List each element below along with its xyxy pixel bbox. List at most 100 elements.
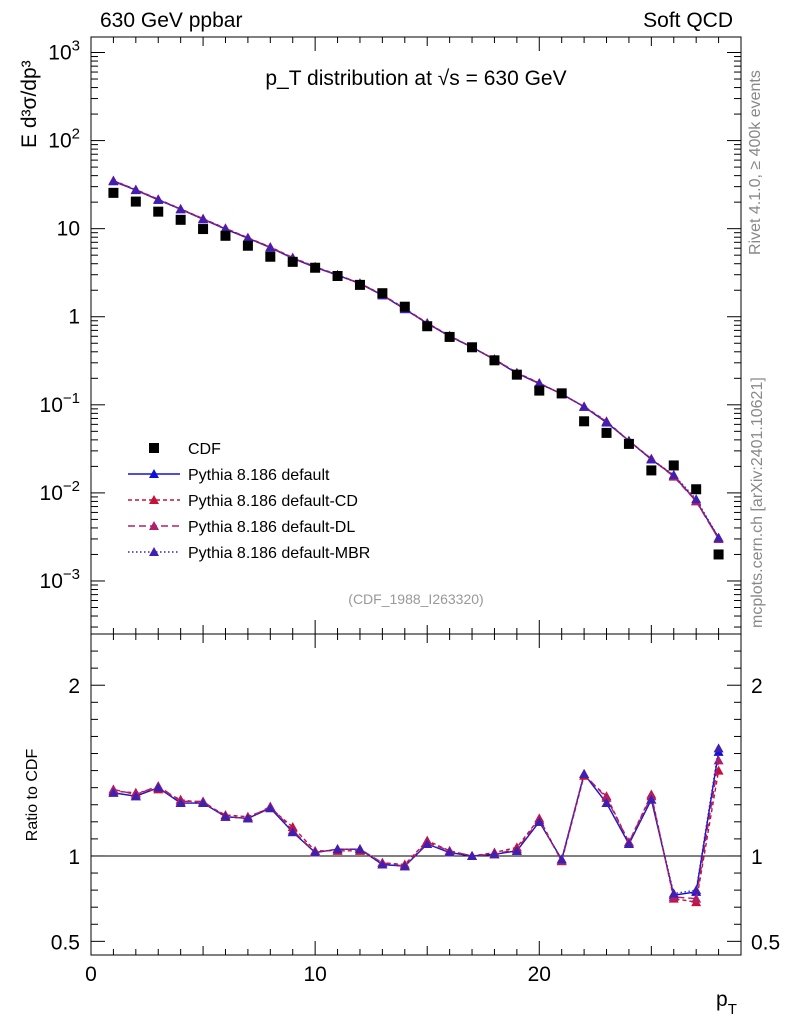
data-marker: [467, 342, 478, 353]
legend-marker: [149, 469, 159, 478]
data-marker: [399, 301, 410, 312]
y-tick-label: 10−1: [40, 390, 80, 417]
data-marker: [444, 331, 455, 342]
data-marker: [556, 388, 567, 399]
series-marker: [108, 175, 119, 185]
ratio-series-marker: [175, 798, 186, 808]
ratio-series-marker: [354, 844, 365, 854]
legend-marker-cdf: [149, 443, 159, 453]
series-line: [113, 180, 720, 540]
data-marker: [265, 251, 276, 262]
legend-label: Pythia 8.186 default-DL: [188, 519, 355, 536]
ratio-series-marker: [668, 888, 679, 898]
legend-label: CDF: [188, 441, 221, 458]
header-right: Soft QCD: [643, 9, 733, 32]
legend: CDF Pythia 8.186 default Pythia 8.186 defa…: [128, 441, 370, 562]
data-marker: [220, 230, 231, 241]
data-marker: [310, 262, 321, 273]
ratio-y-tick-label-right: 2: [751, 675, 763, 698]
ratio-series-marker: [691, 885, 702, 895]
ratio-series-marker: [691, 893, 702, 903]
rivet-label: Rivet 4.1.0, ≥ 400k events: [747, 70, 764, 255]
ratio-series-line: [113, 770, 720, 903]
series-marker: [713, 532, 724, 542]
data-marker: [332, 271, 343, 282]
ratio-series-marker: [556, 854, 567, 864]
ratio-y-tick-label: 1: [68, 846, 80, 869]
ratio-series-marker: [467, 850, 478, 860]
y-tick-label: 10−3: [40, 566, 80, 593]
ratio-series-marker: [601, 798, 612, 808]
ratio-y-tick-label-right: 1: [751, 846, 763, 869]
ratio-y-tick-label: 2: [68, 675, 80, 698]
ratio-series-marker: [108, 787, 119, 797]
ratio-series-marker: [579, 769, 590, 779]
legend-marker: [149, 547, 159, 556]
ratio-series-marker: [198, 798, 209, 808]
series-marker: [691, 494, 702, 504]
ratio-series-marker: [153, 782, 164, 792]
ratio-series-marker: [444, 847, 455, 857]
series-marker: [579, 401, 590, 411]
data-marker: [354, 279, 365, 290]
ratio-series-line: [113, 751, 720, 897]
data-marker: [713, 549, 724, 560]
ratio-series-marker: [422, 839, 433, 849]
y-tick-label: 1: [68, 306, 80, 329]
ratio-series-marker: [130, 791, 141, 801]
legend-label: Pythia 8.186 default-MBR: [188, 545, 370, 562]
ratio-series-marker: [489, 849, 500, 859]
mcplots-label: mcplots.cern.ch [arXiv:2401.10621]: [749, 377, 766, 628]
data-marker: [691, 484, 702, 495]
y-tick-label: 102: [48, 126, 80, 153]
series-marker: [242, 233, 253, 243]
data-marker: [198, 224, 209, 235]
x-axis-label: pT: [716, 988, 737, 1018]
data-marker: [242, 240, 253, 251]
series-marker: [646, 454, 657, 464]
y-tick-label: 103: [48, 38, 80, 65]
ratio-y-tick-label: 0.5: [51, 931, 80, 954]
series-marker: [220, 223, 231, 233]
ratio-series-marker: [332, 844, 343, 854]
ratio-y-tick-label-right: 0.5: [751, 931, 780, 954]
header-left: 630 GeV ppbar: [100, 9, 242, 32]
data-marker: [175, 214, 186, 225]
y-tick-label: 10−2: [40, 478, 80, 505]
ratio-series-marker: [713, 743, 724, 753]
series-marker: [601, 416, 612, 426]
series-line: [113, 180, 720, 539]
series-line: [113, 179, 720, 540]
series-marker: [265, 242, 276, 252]
x-tick-label: 20: [528, 963, 551, 986]
ratio-series-marker: [713, 755, 724, 765]
data-marker: [153, 206, 164, 217]
data-marker: [130, 196, 141, 207]
ratio-series-marker: [265, 803, 276, 813]
ratio-series-marker: [399, 861, 410, 871]
x-tick-label: 10: [303, 963, 326, 986]
data-marker: [646, 465, 657, 476]
ratio-series-marker: [242, 813, 253, 823]
series-marker: [198, 214, 209, 224]
data-marker: [287, 256, 298, 267]
series-marker: [130, 184, 141, 194]
ratio-series-marker: [220, 811, 231, 821]
ratio-series-marker: [511, 845, 522, 855]
data-marker: [534, 385, 545, 396]
series-marker: [668, 469, 679, 479]
legend-marker: [149, 521, 159, 530]
series-marker: [534, 378, 545, 388]
ratio-series-line: [113, 748, 720, 895]
x-tick-label: 0: [85, 963, 97, 986]
reference-label: (CDF_1988_I263320): [348, 591, 483, 607]
ratio-series-marker: [377, 859, 388, 869]
data-marker: [108, 187, 119, 198]
ratio-series-marker: [646, 794, 657, 804]
main-plot: 10−3 10−2 10−1 1 10 102 103 E d³σ/dp³ p_T distri…: [18, 36, 742, 635]
data-marker: [623, 438, 634, 449]
data-marker: [579, 416, 590, 427]
ratio-series-marker: [623, 839, 634, 849]
